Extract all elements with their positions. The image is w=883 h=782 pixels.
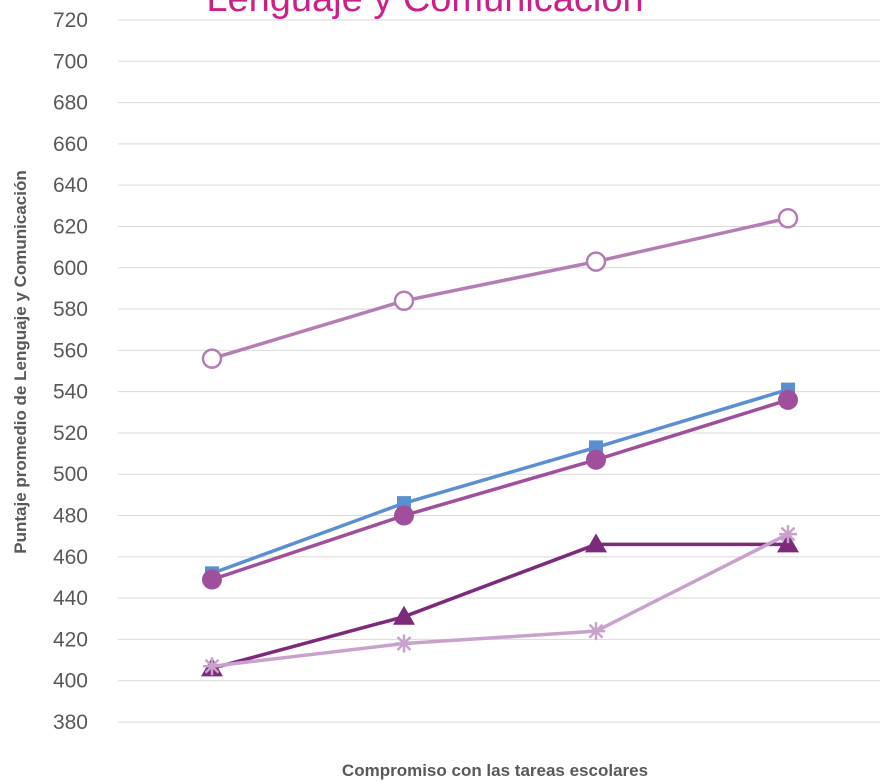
series-0 [201,207,799,369]
series-layer [201,207,799,677]
y-tick-label: 680 [53,92,88,115]
y-tick-label: 720 [53,9,88,32]
data-point [779,525,797,544]
y-tick-label: 460 [53,546,88,569]
y-axis-label: Puntaje promedio de Lenguaje y Comunicac… [11,170,30,554]
data-point [201,348,223,369]
x-axis-label: Compromiso con las tareas escolares [342,761,648,780]
y-tick-label: 580 [53,298,88,321]
data-point [393,290,415,312]
y-tick-label: 440 [53,587,88,610]
data-point [777,207,799,229]
gridlines [118,19,880,723]
data-point [202,569,222,590]
series-line [211,387,789,575]
y-tick-label: 640 [53,174,88,197]
y-tick-label: 420 [53,628,88,651]
series-line [211,398,789,582]
y-tick-label: 380 [53,711,88,734]
series-2 [202,389,798,590]
data-point [203,657,221,676]
y-tick-label: 700 [53,50,88,73]
data-point [778,389,798,410]
series-line [211,216,789,361]
y-tick-label: 620 [53,215,88,238]
data-point [587,622,605,641]
data-point [586,449,606,470]
data-point [585,251,607,272]
y-tick-label: 560 [53,339,88,362]
y-tick-label: 660 [53,133,88,156]
chart-title: Lenguaje y Comunicación [206,0,643,20]
y-tick-label: 480 [53,505,88,528]
y-axis-ticks: 380 400 420 440 460 480 500 520 540 560 580 600 620 6… [53,9,88,734]
y-tick-label: 600 [53,257,88,280]
data-point [585,533,607,553]
data-point [393,605,415,625]
y-tick-label: 500 [53,463,88,486]
y-tick-label: 540 [53,381,88,404]
series-line [211,532,789,668]
data-point [395,634,413,653]
series-line [211,542,788,671]
data-point [394,505,414,526]
series-4 [203,525,797,676]
y-tick-label: 520 [53,422,88,445]
y-tick-label: 400 [53,670,88,693]
